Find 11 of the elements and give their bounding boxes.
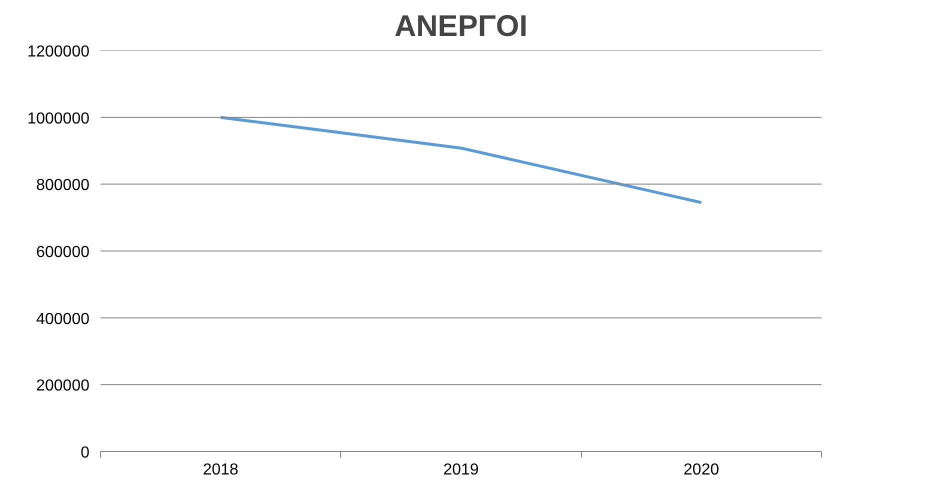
- chart-title: ΑΝΕΡΓΟΙ: [394, 10, 528, 43]
- x-tick-label: 2018: [202, 462, 239, 478]
- y-tick-label: 600000: [36, 244, 90, 261]
- x-tick-label: 2019: [443, 462, 479, 478]
- y-tick-label: 1000000: [27, 110, 90, 128]
- y-tick-label: 200000: [36, 378, 90, 395]
- x-tick-label: 2020: [684, 462, 720, 478]
- y-tick-label: 800000: [36, 177, 90, 194]
- y-tick-label: 1200000: [27, 44, 90, 60]
- y-tick-label: 0: [80, 444, 90, 462]
- y-tick-label: 400000: [36, 310, 90, 328]
